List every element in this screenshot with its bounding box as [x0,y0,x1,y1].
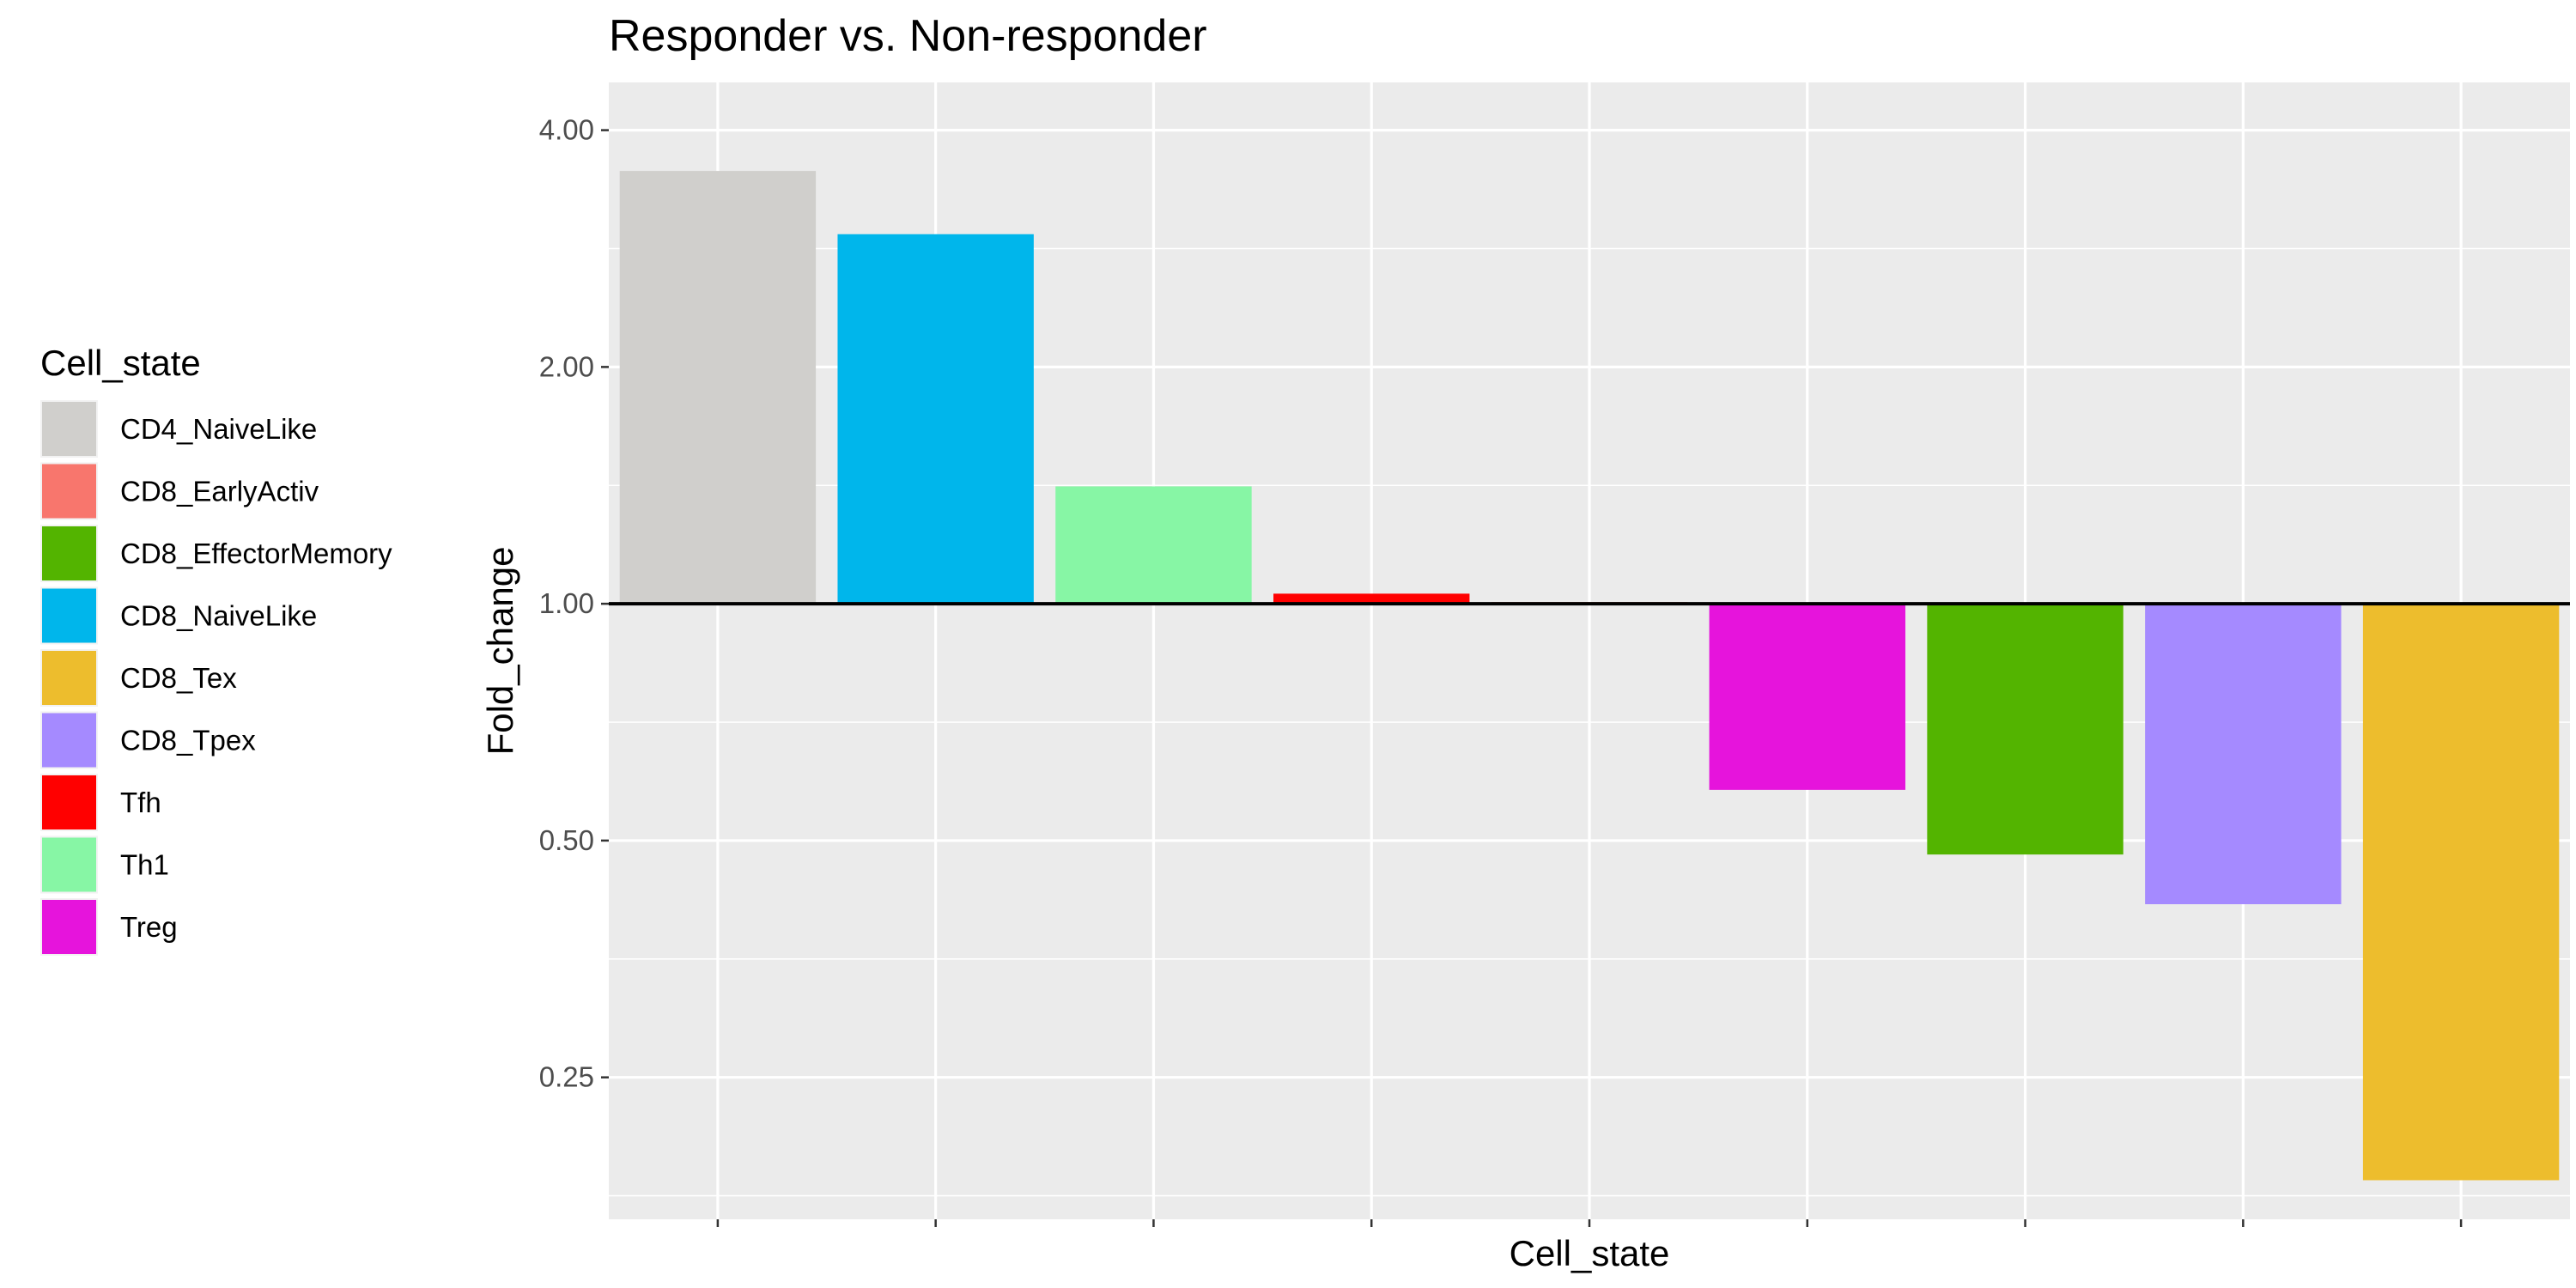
bar-th1 [1055,486,1252,605]
bar-tfh [1273,593,1470,605]
y-tick-label: 0.25 [539,1061,594,1093]
bar-cd8-tpex [2145,604,2342,905]
y-tick-label: 1.00 [539,587,594,619]
y-tick-label: 2.00 [539,350,594,382]
y-tick-label: 4.00 [539,114,594,146]
y-tick-label: 0.50 [539,824,594,856]
legend-label: Tfh [120,787,161,818]
bars [619,171,2560,1181]
bar-treg [1709,604,1905,790]
bar-cd4-naivelike [619,171,817,605]
bar-cd8-tex [2362,604,2560,1181]
legend-swatch [42,651,96,705]
legend-swatch [42,775,96,829]
legend-label: CD8_NaiveLike [120,600,317,632]
legend-label: CD8_Tpex [120,725,256,756]
chart-title: Responder vs. Non-responder [609,11,1207,61]
legend-swatch [42,837,96,892]
legend-label: CD8_EarlyActiv [120,476,319,507]
y-axis: 0.25 0.50 1.00 2.00 4.00 [539,114,609,1093]
legend-label: CD8_Tex [120,662,237,694]
legend-label: CD4_NaiveLike [120,413,317,445]
legend: Cell_state CD4_NaiveLike CD8_EarlyActiv CD… [40,343,392,956]
legend-label: Th1 [120,849,169,881]
legend-swatch [42,526,96,580]
legend-swatch [42,713,96,768]
legend-swatch [42,464,96,519]
x-axis [716,1219,2463,1227]
legend-swatch [42,588,96,643]
legend-swatch [42,900,96,954]
x-axis-title: Cell_state [1510,1233,1670,1273]
bar-cd8-effectormemory [1927,604,2123,855]
legend-label: Treg [120,911,178,943]
legend-title: Cell_state [40,343,201,383]
y-axis-title: Fold_change [480,547,520,756]
legend-label: CD8_EffectorMemory [120,538,392,569]
legend-swatch [42,402,96,456]
bar-cd8-naivelike [837,234,1034,605]
